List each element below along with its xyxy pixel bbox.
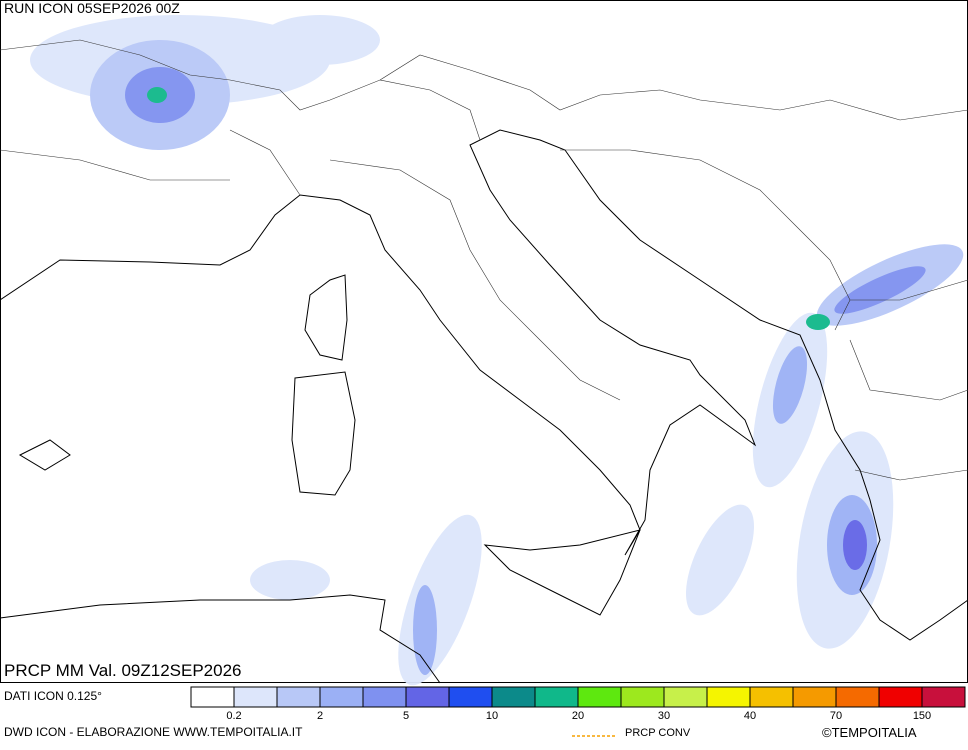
colorbar-swatch [921, 686, 966, 708]
colorbar-swatch [448, 686, 493, 708]
colorbar-swatch [577, 686, 622, 708]
colorbar-swatch [835, 686, 880, 708]
credit-label: DWD ICON - ELABORAZIONE WWW.TEMPOITALIA.… [4, 725, 303, 739]
conv-legend-label: PRCP CONV [625, 727, 691, 739]
copyright-label: ©TEMPOITALIA [822, 725, 917, 740]
colorbar-swatch [190, 686, 235, 708]
colorbar-swatch [534, 686, 579, 708]
colorbar-swatch [706, 686, 751, 708]
colorbar-label: 20 [572, 710, 584, 722]
colorbar-swatch [663, 686, 708, 708]
colorbar-swatch [792, 686, 837, 708]
borders [0, 39, 968, 481]
colorbar-label: 30 [658, 710, 670, 722]
colorbar-swatch [491, 686, 536, 708]
coastlines [0, 129, 968, 684]
colorbar-label: 70 [830, 710, 842, 722]
colorbar-label: 5 [403, 710, 409, 722]
colorbar-swatch [749, 686, 794, 708]
colorbar-swatch [878, 686, 923, 708]
colorbar-swatch [233, 686, 278, 708]
colorbar-swatch [405, 686, 450, 708]
field-label: PRCP MM Val. 09Z12SEP2026 [4, 661, 242, 680]
colorbar-swatch [276, 686, 321, 708]
colorbar-swatch [362, 686, 407, 708]
map: RUN ICON 05SEP2026 00Z PRCP MM Val. 09Z1… [0, 0, 968, 686]
colorbar-label: 0.2 [226, 710, 241, 722]
precipitation [30, 15, 964, 686]
colorbar-label: 10 [486, 710, 498, 722]
run-label: RUN ICON 05SEP2026 00Z [4, 0, 180, 16]
colorbar-label: 2 [317, 710, 323, 722]
colorbar: 0.2 2 5 10 20 30 40 70 150 [190, 686, 966, 722]
colorbar-swatch [620, 686, 665, 708]
colorbar-label: 150 [913, 710, 931, 722]
source-label: DATI ICON 0.125° [4, 689, 102, 703]
colorbar-label: 40 [744, 710, 756, 722]
colorbar-swatch [319, 686, 364, 708]
